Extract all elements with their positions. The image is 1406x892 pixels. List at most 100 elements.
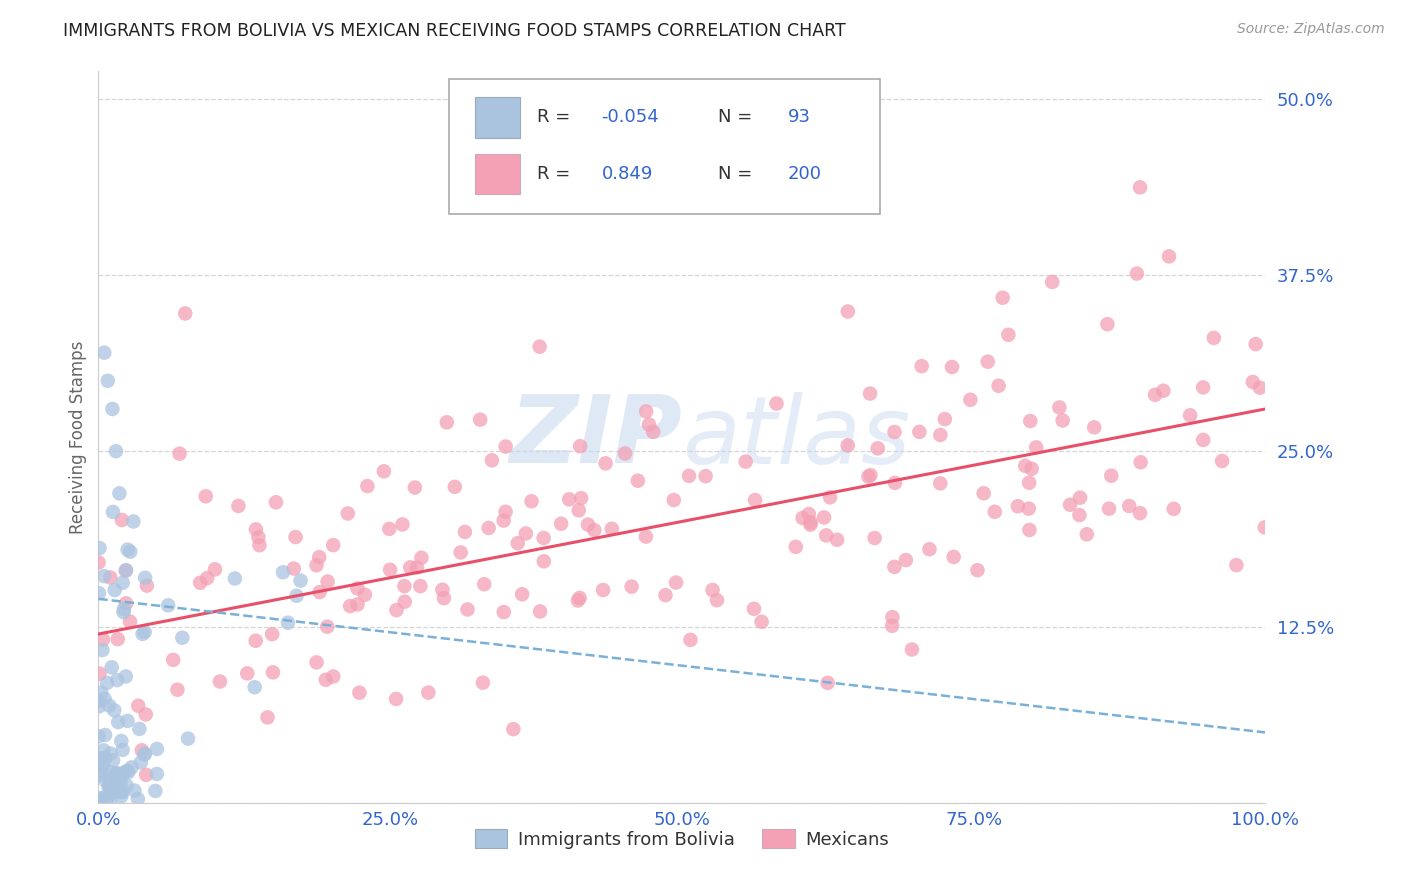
Point: [115, 596, 138, 610]
Point: [101, 782, 124, 797]
Point: [863, 531, 886, 545]
Point: [110, 776, 132, 790]
Point: [520, 494, 543, 508]
Point: [662, 493, 685, 508]
Point: [1059, 498, 1081, 512]
Point: [1178, 409, 1201, 423]
Point: [742, 602, 765, 616]
Point: [90, 751, 112, 765]
Point: [117, 714, 139, 728]
Point: [108, 771, 131, 785]
Point: [378, 563, 401, 577]
Point: [146, 742, 169, 756]
Point: [100, 660, 122, 674]
Point: [97, 374, 120, 388]
Point: [121, 760, 143, 774]
Point: [124, 783, 146, 797]
Point: [568, 591, 591, 605]
Point: [966, 563, 988, 577]
Point: [87, 694, 110, 708]
Point: [236, 666, 259, 681]
Point: [117, 542, 139, 557]
Point: [1163, 501, 1185, 516]
Point: [336, 507, 359, 521]
Point: [404, 481, 426, 495]
Point: [284, 530, 307, 544]
Text: 200: 200: [789, 165, 823, 183]
Point: [110, 734, 132, 748]
Point: [785, 540, 807, 554]
Point: [1129, 506, 1152, 520]
Point: [101, 401, 124, 416]
Point: [882, 610, 904, 624]
Point: [322, 538, 344, 552]
Point: [815, 528, 838, 542]
Point: [799, 517, 821, 532]
Point: [883, 425, 905, 439]
Point: [1098, 501, 1121, 516]
Point: [882, 619, 904, 633]
Y-axis label: Receiving Food Stamps: Receiving Food Stamps: [69, 341, 87, 533]
Point: [157, 599, 180, 613]
Point: [550, 516, 572, 531]
Point: [308, 585, 330, 599]
Point: [744, 493, 766, 508]
Point: [91, 791, 114, 805]
Point: [98, 777, 121, 791]
Point: [135, 768, 157, 782]
Point: [264, 495, 287, 509]
Point: [837, 304, 859, 318]
Point: [172, 631, 194, 645]
Point: [506, 536, 529, 550]
Point: [1097, 317, 1119, 331]
Point: [1069, 508, 1091, 522]
Text: R =: R =: [537, 109, 576, 127]
Point: [143, 784, 166, 798]
Point: [1157, 249, 1180, 263]
Point: [576, 517, 599, 532]
Point: [1099, 468, 1122, 483]
Point: [316, 574, 339, 589]
Point: [1129, 455, 1152, 469]
Point: [195, 571, 218, 585]
Point: [568, 503, 591, 517]
Point: [101, 753, 124, 767]
Point: [443, 480, 465, 494]
Point: [1202, 331, 1225, 345]
Point: [942, 549, 965, 564]
Point: [169, 447, 191, 461]
Point: [256, 710, 278, 724]
Point: [349, 686, 371, 700]
Point: [305, 656, 328, 670]
Point: [89, 541, 111, 555]
Point: [643, 425, 665, 439]
Point: [305, 558, 328, 573]
Point: [1076, 527, 1098, 541]
Point: [93, 691, 115, 706]
Point: [620, 580, 643, 594]
Point: [515, 526, 537, 541]
Point: [654, 588, 676, 602]
Point: [111, 513, 134, 527]
Point: [1069, 491, 1091, 505]
Point: [418, 685, 440, 699]
Text: Source: ZipAtlas.com: Source: ZipAtlas.com: [1237, 22, 1385, 37]
Point: [378, 522, 401, 536]
Point: [373, 464, 395, 478]
Point: [1244, 337, 1267, 351]
Point: [901, 642, 924, 657]
Point: [911, 359, 934, 374]
Point: [454, 524, 477, 539]
Point: [87, 699, 110, 714]
Point: [87, 730, 110, 744]
Point: [495, 440, 517, 454]
Point: [797, 507, 820, 521]
Point: [204, 562, 226, 576]
Point: [1018, 523, 1040, 537]
Point: [127, 792, 149, 806]
Point: [224, 572, 246, 586]
Point: [411, 550, 433, 565]
Point: [702, 582, 724, 597]
Point: [101, 505, 124, 519]
Point: [93, 569, 115, 583]
